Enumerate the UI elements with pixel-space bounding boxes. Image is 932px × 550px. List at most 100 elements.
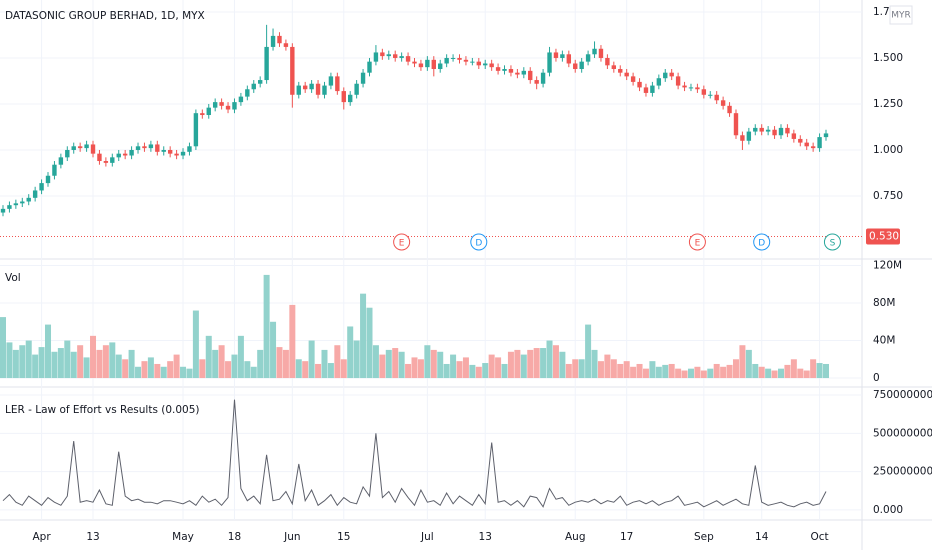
volume-bar: [25, 340, 32, 379]
volume-bar: [771, 370, 778, 379]
volume-bar: [411, 357, 418, 379]
candle-body: [534, 80, 539, 84]
candle-body: [264, 46, 269, 81]
x-tick-label: 17: [620, 531, 633, 543]
candle-body: [643, 87, 649, 93]
y-tick-label: 0.750: [873, 190, 903, 202]
y-tick-label: 80M: [873, 297, 895, 309]
volume-bar: [469, 364, 476, 379]
volume-bar: [64, 340, 71, 379]
x-tick-label: 15: [337, 531, 350, 543]
volume-bar: [707, 368, 714, 379]
y-tick-label: 7500000000.000: [873, 389, 932, 401]
candle-body: [708, 94, 713, 96]
candle-body: [20, 201, 25, 204]
x-tick-label: 13: [479, 531, 492, 543]
price-label: 0.530: [869, 230, 899, 242]
candle-body: [663, 72, 668, 79]
volume-bar: [231, 354, 238, 379]
x-tick-label: Apr: [32, 531, 51, 543]
candle-body: [778, 127, 784, 136]
candle-body: [251, 83, 256, 90]
candle-body: [290, 46, 295, 95]
volume-bar: [147, 357, 154, 379]
candle-body: [630, 76, 636, 82]
candle-body: [367, 61, 372, 73]
candle-body: [71, 146, 76, 150]
candle-body: [765, 129, 771, 132]
candle-body: [508, 69, 514, 73]
candle-body: [463, 59, 469, 62]
volume-bar: [745, 349, 752, 379]
x-tick-label: Jul: [420, 531, 434, 543]
candle-body: [245, 89, 250, 97]
volume-bar: [475, 366, 482, 379]
volume-bar: [77, 345, 84, 379]
volume-bar: [160, 366, 167, 379]
event-label: D: [475, 239, 482, 249]
volume-bar: [636, 363, 643, 379]
candle-body: [187, 146, 192, 152]
candle-body: [393, 54, 398, 58]
event-label: S: [830, 239, 836, 249]
x-tick-label: 13: [86, 531, 99, 543]
volume-bar: [591, 349, 598, 379]
volume-bar: [533, 348, 540, 379]
candle-body: [200, 113, 205, 116]
candle-body: [637, 81, 642, 88]
volume-bar: [443, 363, 450, 379]
candle-body: [515, 72, 520, 75]
volume-bar: [186, 368, 193, 379]
volume-bar: [552, 345, 559, 379]
candle-body: [560, 54, 565, 58]
volume-bar: [51, 351, 58, 379]
volume-bar: [250, 366, 257, 379]
volume-bar: [437, 351, 444, 379]
volume-bar: [681, 370, 688, 379]
volume-bar: [604, 354, 611, 379]
volume-bar: [797, 368, 804, 379]
candle-body: [161, 149, 166, 152]
volume-bar: [237, 335, 244, 379]
candle-body: [444, 57, 449, 64]
volume-bar: [823, 363, 829, 379]
candle-body: [457, 57, 462, 60]
volume-bar: [270, 321, 277, 379]
volume-bar: [353, 340, 360, 379]
volume-bar: [668, 363, 675, 379]
volume-bar: [360, 293, 367, 379]
candle-body: [180, 151, 186, 156]
candle-body: [238, 96, 244, 103]
volume-bar: [777, 368, 784, 379]
volume-bar: [141, 361, 148, 379]
volume-bar: [450, 354, 457, 379]
volume-bar: [38, 347, 45, 379]
candle-body: [438, 63, 443, 70]
volume-bar: [321, 349, 328, 379]
candle-body: [817, 137, 822, 149]
volume-bar: [803, 370, 810, 379]
candle-body: [720, 100, 726, 106]
candle-body: [103, 161, 109, 163]
volume-bar: [675, 368, 682, 379]
candle-body: [380, 52, 385, 57]
candle-body: [495, 67, 501, 71]
candle-body: [753, 127, 758, 132]
candle-body: [785, 127, 790, 134]
volume-bar: [617, 363, 624, 379]
candle-body: [302, 85, 308, 90]
candle-body: [283, 43, 289, 47]
candle-body: [39, 183, 44, 191]
candle-body: [669, 72, 674, 77]
volume-bar: [372, 345, 379, 379]
volume-bar: [405, 363, 412, 379]
volume-bar: [417, 359, 424, 379]
volume-bar: [128, 349, 135, 379]
volume-bar: [192, 310, 199, 379]
volume-bar: [340, 359, 347, 379]
candle-body: [605, 57, 610, 66]
volume-bar: [520, 354, 527, 379]
y-tick-label: 1.000: [873, 144, 903, 156]
candle-body: [225, 105, 231, 110]
grid: [0, 0, 862, 520]
